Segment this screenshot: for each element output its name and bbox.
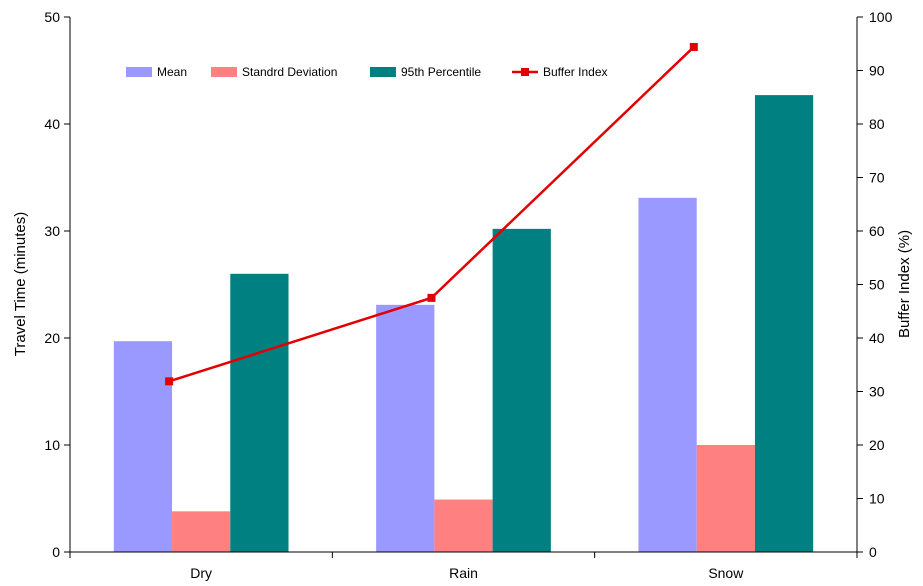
legend-swatch-95th-percentile bbox=[370, 67, 396, 77]
bar-mean-rain bbox=[376, 304, 435, 552]
y-tick-label: 30 bbox=[44, 223, 60, 239]
bar-standrd-deviation-dry bbox=[172, 511, 231, 552]
y2-tick-label: 40 bbox=[869, 330, 885, 346]
y2-tick-label: 60 bbox=[869, 223, 885, 239]
y2-tick-label: 0 bbox=[869, 544, 877, 560]
legend-marker-buffer-index bbox=[521, 68, 529, 76]
y-tick-label: 40 bbox=[44, 116, 60, 132]
y2-tick-label: 10 bbox=[869, 491, 885, 507]
x-ticks: Dry Rain Snow bbox=[69, 552, 858, 581]
bar-standrd-deviation-rain bbox=[434, 499, 493, 552]
marker-buffer-index-rain bbox=[427, 293, 436, 302]
y-tick-label: 10 bbox=[44, 437, 60, 453]
marker-buffer-index-dry bbox=[165, 377, 174, 386]
bar-group bbox=[113, 95, 814, 553]
legend-label-buffer-index: Buffer Index bbox=[543, 65, 608, 79]
y2-tick-label: 70 bbox=[869, 170, 885, 186]
bar-mean-snow bbox=[638, 197, 697, 552]
legend: Mean Standrd Deviation 95th Percentile Buff… bbox=[126, 65, 608, 79]
y-tick-label: 50 bbox=[44, 9, 60, 25]
y2-tick-label: 90 bbox=[869, 63, 885, 79]
y2-tick-label: 50 bbox=[869, 277, 885, 293]
bar-mean-dry bbox=[113, 341, 173, 552]
y-tick-label: 20 bbox=[44, 330, 60, 346]
legend-swatch-mean bbox=[126, 67, 152, 77]
legend-swatch-standrd-deviation bbox=[211, 67, 237, 77]
y-axis-title: Travel Time (minutes) bbox=[12, 212, 29, 356]
marker-buffer-index-snow bbox=[689, 42, 698, 51]
legend-label-95th-percentile: 95th Percentile bbox=[401, 65, 481, 79]
bar-95th-percentile-snow bbox=[754, 95, 814, 553]
y-tick-label: 0 bbox=[52, 544, 60, 560]
right-y-ticks: 0 10 20 30 40 50 60 70 80 90 100 bbox=[857, 9, 893, 560]
x-tick-label: Rain bbox=[449, 565, 478, 581]
left-y-ticks: 0 10 20 30 40 50 bbox=[44, 9, 70, 560]
bar-standrd-deviation-snow bbox=[696, 445, 755, 552]
x-tick-label: Dry bbox=[190, 565, 212, 581]
line-series-group bbox=[165, 42, 698, 386]
legend-label-standrd-deviation: Standrd Deviation bbox=[242, 65, 337, 79]
y2-tick-label: 20 bbox=[869, 437, 885, 453]
legend-label-mean: Mean bbox=[157, 65, 187, 79]
y2-tick-label: 100 bbox=[869, 9, 893, 25]
y2-axis-title: Buffer Index (%) bbox=[896, 230, 913, 338]
y2-tick-label: 80 bbox=[869, 116, 885, 132]
y2-tick-label: 30 bbox=[869, 384, 885, 400]
bar-95th-percentile-dry bbox=[230, 273, 289, 552]
bar-95th-percentile-rain bbox=[492, 228, 551, 553]
x-tick-label: Snow bbox=[708, 565, 744, 581]
